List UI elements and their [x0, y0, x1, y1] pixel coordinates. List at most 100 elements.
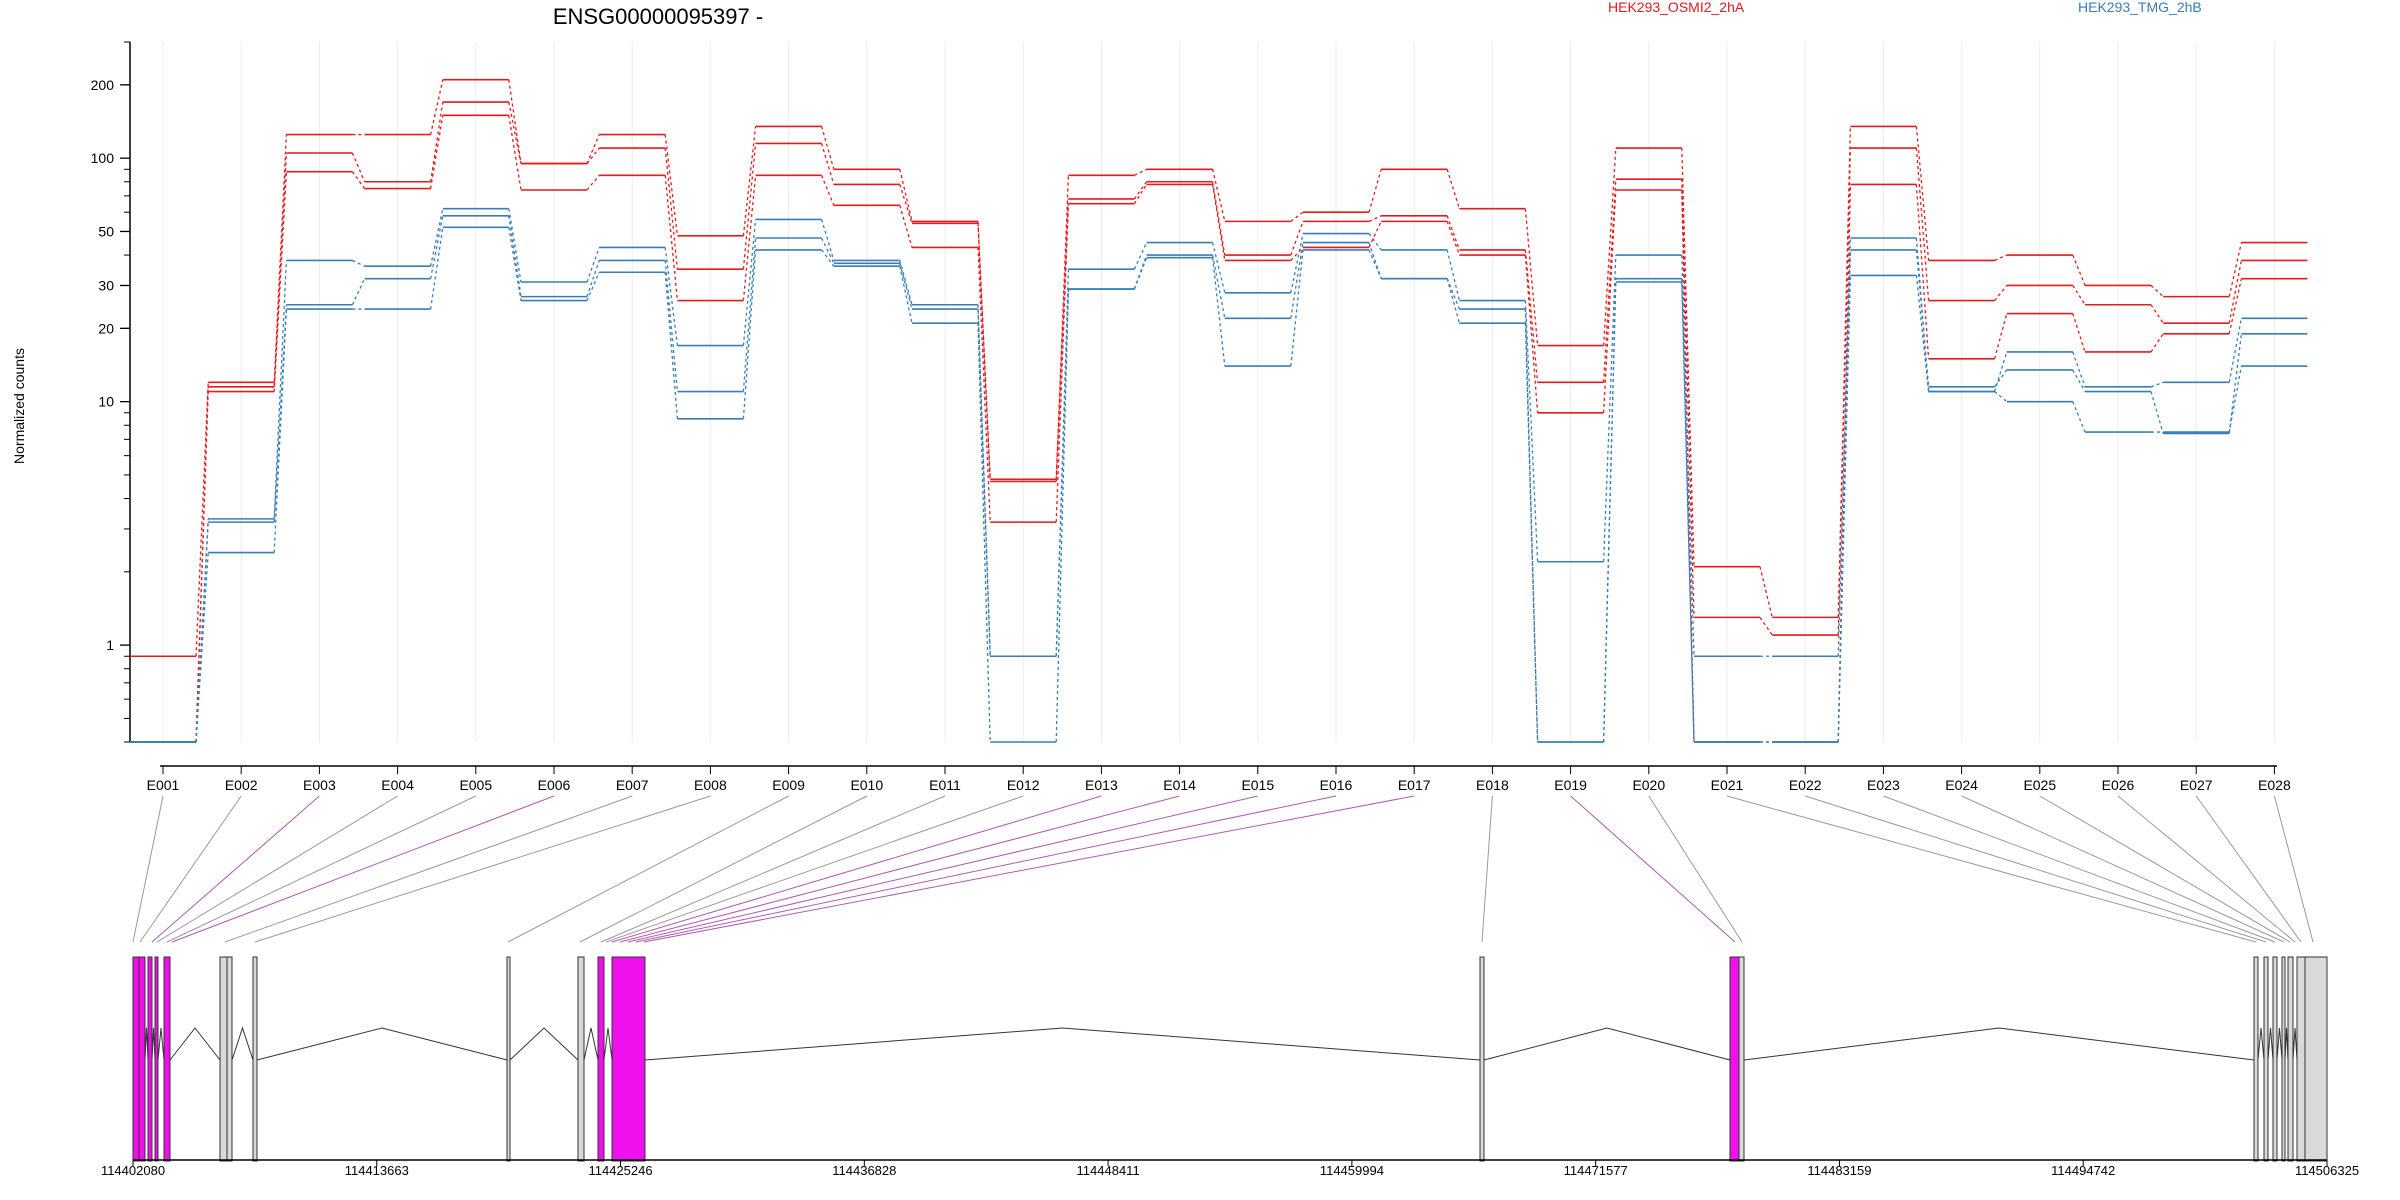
genome-tick-label: 114471577 — [1564, 1163, 1628, 1178]
series-connector — [821, 237, 835, 264]
x-tick-label-E019: E019 — [1554, 777, 1587, 793]
genome-tick-label: 114413663 — [345, 1163, 409, 1178]
series-connector — [429, 208, 444, 267]
x-tick-label-E013: E013 — [1085, 777, 1118, 793]
series-connector — [1134, 168, 1147, 176]
y-tick-label: 1 — [106, 637, 114, 653]
series-connector — [1994, 285, 2008, 302]
series-connector — [1602, 278, 1617, 743]
series-connector — [977, 223, 991, 482]
y-tick-label: 100 — [91, 150, 115, 166]
series-connector — [2150, 391, 2164, 434]
series-connector — [742, 175, 757, 301]
x-tick-label-E006: E006 — [538, 777, 571, 793]
intron-line — [2257, 1027, 2265, 1061]
exon-block — [1729, 956, 1740, 1162]
exon-block — [147, 956, 153, 1162]
genome-tick-label: 114448411 — [1077, 1163, 1140, 1178]
exon-connector-E012 — [605, 795, 1024, 943]
exon-block — [506, 956, 511, 1162]
series-connector — [1524, 249, 1539, 383]
series-connector — [195, 391, 209, 743]
exon-block — [2296, 956, 2306, 1162]
exon-connector-E009 — [507, 795, 789, 943]
series-connector — [1055, 175, 1070, 480]
y-axis-label: Normalized counts — [11, 348, 27, 464]
intron-lines — [144, 1026, 2298, 1061]
series-connector — [2228, 260, 2243, 324]
exon-connector-E006 — [171, 795, 555, 943]
series-connector — [977, 323, 991, 743]
x-tick-label-E022: E022 — [1789, 777, 1822, 793]
series-connector — [1211, 181, 1226, 256]
series-connector — [508, 215, 522, 297]
y-tick-label: 20 — [98, 320, 114, 336]
series-connector — [586, 247, 600, 283]
x-tick-label-E016: E016 — [1320, 777, 1353, 793]
y-axis: 1 10 20 30 50 100 200 — [91, 41, 131, 743]
series-connector — [429, 115, 444, 189]
series-connector — [352, 259, 365, 267]
series-connector — [1524, 255, 1539, 413]
series-connector — [742, 126, 757, 236]
gene-model: 114402080 114413663 114425246 114436828 1144… — [101, 956, 2359, 1178]
legend-entry-2: HEK293_TMG_2hB — [2078, 0, 2202, 15]
exon-block — [1479, 956, 1485, 1162]
exon-block — [163, 956, 171, 1162]
genome-tick-label: 114425246 — [589, 1163, 653, 1178]
exon-connector-E007 — [224, 795, 633, 943]
series-2 — [130, 101, 2308, 743]
series-connector — [1055, 289, 1070, 743]
series-connector — [664, 148, 679, 270]
exon-connector-E004 — [156, 795, 398, 943]
series-connector — [1759, 617, 1773, 636]
intron-line — [2267, 1027, 2274, 1061]
exon-connector-E021 — [1726, 795, 2257, 943]
exon-connector-E022 — [1805, 795, 2267, 943]
series-connector — [1681, 255, 1695, 657]
series-connector — [1524, 208, 1539, 346]
series-connector — [899, 266, 913, 324]
series-connector — [1915, 126, 1930, 261]
series-connector — [2072, 351, 2086, 388]
x-tick-label-E028: E028 — [2258, 777, 2291, 793]
exon-block — [1738, 956, 1745, 1162]
series-connector — [664, 260, 679, 392]
exon-connector-E019 — [1570, 795, 1736, 943]
series-connector — [1290, 242, 1304, 319]
intron-line — [1483, 1027, 1731, 1061]
y-tick-label: 50 — [98, 223, 114, 239]
series-connector — [1994, 391, 2008, 403]
series-connector — [1446, 221, 1461, 256]
exon-block — [611, 956, 646, 1162]
exon-connector-E003 — [151, 795, 320, 943]
series-connector — [508, 79, 522, 164]
series-connector — [899, 205, 913, 248]
series-connector — [1368, 249, 1382, 279]
x-tick-label-E002: E002 — [225, 777, 258, 793]
series-connector — [820, 219, 835, 261]
series-connector — [1993, 313, 2008, 359]
series-connector — [1837, 148, 1852, 636]
exon-connector-E027 — [2195, 795, 2302, 943]
series-5 — [130, 214, 2308, 743]
exon-connector-E025 — [2039, 795, 2291, 943]
exon-block — [2263, 956, 2269, 1162]
exon-connector-E018 — [1481, 795, 1493, 943]
intron-line — [2292, 1027, 2298, 1061]
series-connector — [1602, 179, 1617, 383]
series-connector — [2228, 365, 2243, 433]
series-connector — [273, 304, 288, 523]
series-connector — [977, 304, 991, 657]
intron-line — [583, 1027, 599, 1061]
series-connector — [1446, 169, 1461, 209]
exon-block — [2304, 956, 2328, 1162]
series-connector — [742, 143, 757, 270]
genome-tick-label: 114402080 — [101, 1163, 165, 1178]
series-connector — [742, 237, 757, 392]
x-tick-label-E014: E014 — [1163, 777, 1196, 793]
series-connector — [1446, 215, 1461, 251]
x-tick-label-E008: E008 — [694, 777, 727, 793]
series-connector — [820, 143, 835, 185]
